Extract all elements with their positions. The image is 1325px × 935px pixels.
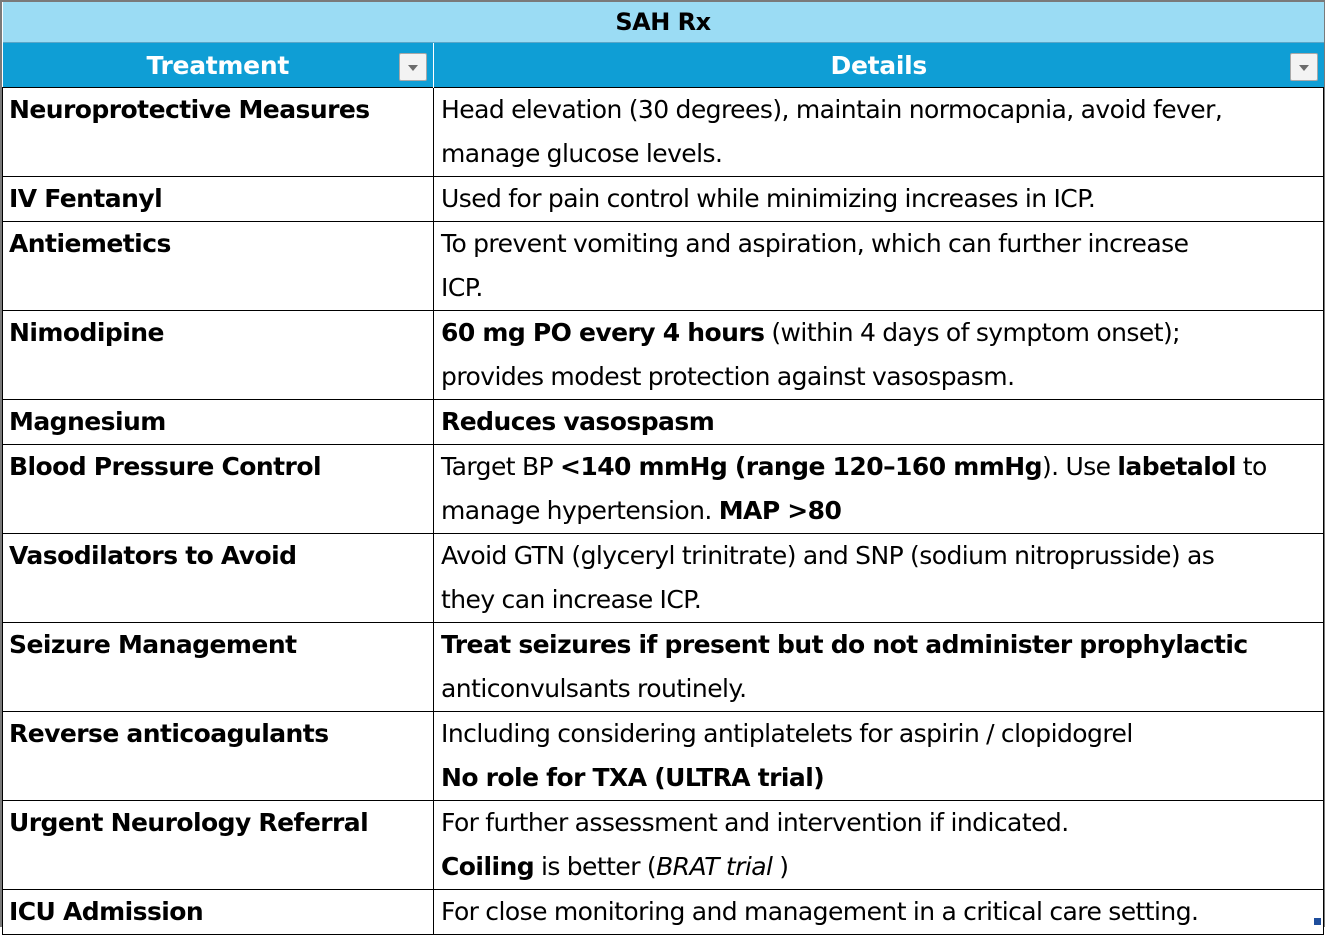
details-text: Target BP <box>441 452 560 481</box>
table-row: Magnesium Reduces vasospasm <box>2 399 1325 445</box>
details-cell[interactable]: To prevent vomiting and aspiration, whic… <box>432 221 1325 311</box>
details-cell[interactable]: 60 mg PO every 4 hours (within 4 days of… <box>432 310 1325 400</box>
details-line: they can increase ICP. <box>441 585 702 614</box>
details-cell[interactable]: Used for pain control while minimizing i… <box>432 176 1325 222</box>
treatment-column-header: Treatment <box>2 42 434 88</box>
details-bold-text: Coiling <box>441 852 535 881</box>
table-row: Urgent Neurology Referral For further as… <box>2 800 1325 890</box>
treatment-cell[interactable]: Reverse anticoagulants <box>2 711 434 801</box>
treatment-cell[interactable]: Neuroprotective Measures <box>2 87 434 177</box>
treatment-cell[interactable]: ICU Admission <box>2 889 434 935</box>
details-bold-text: 60 mg PO every 4 hours <box>441 318 765 347</box>
details-text: (within 4 days of symptom onset); <box>764 318 1181 347</box>
details-cell[interactable]: For further assessment and intervention … <box>432 800 1325 890</box>
details-column-header: Details <box>433 42 1324 88</box>
details-line: For further assessment and intervention … <box>441 808 1069 837</box>
details-line: Including considering antiplatelets for … <box>441 719 1133 748</box>
treatment-cell[interactable]: Magnesium <box>2 399 434 445</box>
details-line: ICP. <box>441 273 483 302</box>
details-text: ). Use <box>1041 452 1118 481</box>
table-row: IV Fentanyl Used for pain control while … <box>2 176 1325 222</box>
details-cell[interactable]: Reduces vasospasm <box>432 399 1325 445</box>
details-cell[interactable]: Target BP <140 mmHg (range 120–160 mmHg)… <box>432 444 1325 534</box>
details-line: manage hypertension. MAP >80 <box>441 489 1317 533</box>
details-line: manage glucose levels. <box>441 139 723 168</box>
details-line: 60 mg PO every 4 hours (within 4 days of… <box>441 312 1317 356</box>
details-line: Target BP <140 mmHg (range 120–160 mmHg)… <box>441 446 1317 490</box>
details-line: Coiling is better (BRAT trial ) <box>441 845 1317 889</box>
details-bold-text: <140 mmHg (range 120–160 mmHg <box>559 452 1043 481</box>
details-bold-text: Reduces vasospasm <box>441 407 715 436</box>
treatment-cell[interactable]: IV Fentanyl <box>2 176 434 222</box>
table-row: Reverse anticoagulants Including conside… <box>2 711 1325 801</box>
details-cell[interactable]: For close monitoring and management in a… <box>432 889 1325 935</box>
treatment-cell[interactable]: Nimodipine <box>2 310 434 400</box>
details-cell[interactable]: Avoid GTN (glyceryl trinitrate) and SNP … <box>432 533 1325 623</box>
details-filter-dropdown-icon[interactable] <box>1289 53 1318 81</box>
details-text: manage hypertension. <box>441 496 719 525</box>
table-row: ICU Admission For close monitoring and m… <box>2 889 1325 935</box>
details-bold-text: labetalol <box>1117 452 1236 481</box>
treatment-cell[interactable]: Antiemetics <box>2 221 434 311</box>
treatment-filter-dropdown-icon[interactable] <box>399 53 427 81</box>
table-row: Neuroprotective Measures Head elevation … <box>2 87 1325 177</box>
table-title: SAH Rx <box>2 2 1324 43</box>
table-resize-handle-icon[interactable] <box>1314 918 1321 925</box>
table-title-row: SAH Rx <box>2 2 1324 43</box>
details-line: For close monitoring and management in a… <box>441 897 1199 926</box>
details-text: to <box>1235 452 1268 481</box>
details-line: Avoid GTN (glyceryl trinitrate) and SNP … <box>441 541 1215 570</box>
details-cell[interactable]: Head elevation (30 degrees), maintain no… <box>432 87 1325 177</box>
details-header-label: Details <box>830 50 928 80</box>
treatment-cell[interactable]: Vasodilators to Avoid <box>2 533 434 623</box>
details-line: anticonvulsants routinely. <box>441 674 747 703</box>
treatment-cell[interactable]: Seizure Management <box>2 622 434 712</box>
treatment-cell[interactable]: Blood Pressure Control <box>2 444 434 534</box>
treatment-cell[interactable]: Urgent Neurology Referral <box>2 800 434 890</box>
treatment-header-label: Treatment <box>146 50 290 80</box>
details-line: provides modest protection against vasos… <box>441 362 1015 391</box>
details-line: To prevent vomiting and aspiration, whic… <box>441 229 1189 258</box>
table-row: Seizure Management Treat seizures if pre… <box>2 622 1325 712</box>
table-row: Nimodipine 60 mg PO every 4 hours (withi… <box>2 310 1325 400</box>
table-row: Blood Pressure Control Target BP <140 mm… <box>2 444 1325 534</box>
header-row: Treatment Details <box>2 42 1324 88</box>
details-cell[interactable]: Treat seizures if present but do not adm… <box>432 622 1325 712</box>
details-bold-text: Treat seizures if present but do not adm… <box>441 630 1248 659</box>
details-line: Head elevation (30 degrees), maintain no… <box>441 95 1223 124</box>
details-bold-text: No role for TXA (ULTRA trial) <box>441 763 825 792</box>
details-bold-text: MAP >80 <box>718 496 842 525</box>
details-cell[interactable]: Including considering antiplatelets for … <box>432 711 1325 801</box>
details-text: is better ( <box>534 852 657 881</box>
details-text: ) <box>779 852 789 881</box>
table-row: Vasodilators to Avoid Avoid GTN (glycery… <box>2 533 1325 623</box>
details-italic-text: BRAT trial <box>656 852 780 881</box>
details-line: Used for pain control while minimizing i… <box>441 184 1096 213</box>
table-row: Antiemetics To prevent vomiting and aspi… <box>2 221 1325 311</box>
